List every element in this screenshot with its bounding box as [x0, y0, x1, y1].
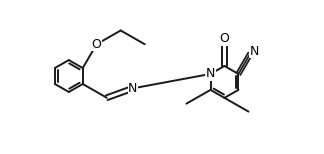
Text: N: N: [206, 67, 215, 80]
Text: O: O: [220, 32, 229, 45]
Text: O: O: [92, 38, 101, 51]
Text: N: N: [250, 45, 259, 58]
Text: N: N: [128, 82, 138, 95]
